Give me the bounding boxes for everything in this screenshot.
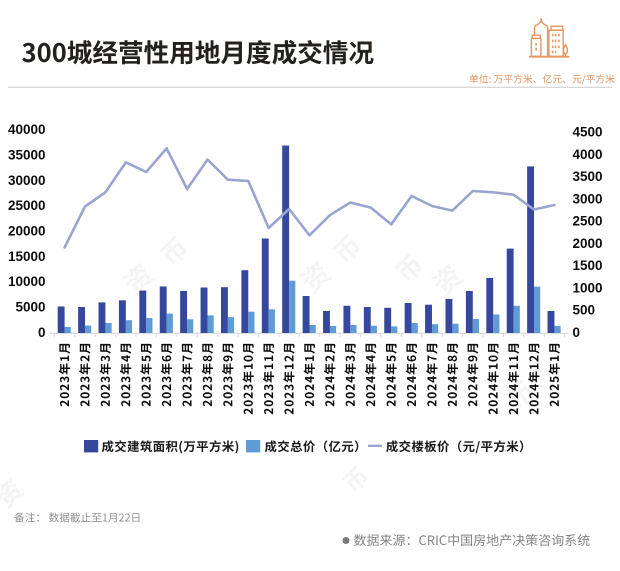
svg-text:4500: 4500 [573,125,603,140]
svg-text:20000: 20000 [8,224,46,239]
svg-text:3000: 3000 [573,191,603,206]
svg-text:0: 0 [573,325,581,340]
svg-text:2000: 2000 [573,236,603,251]
svg-text:3500: 3500 [573,169,603,184]
svg-text:35000: 35000 [8,148,46,163]
svg-text:5000: 5000 [15,300,45,315]
svg-text:30000: 30000 [8,173,46,188]
svg-text:10000: 10000 [8,274,46,289]
svg-text:4000: 4000 [573,147,603,162]
svg-text:500: 500 [573,303,596,318]
svg-text:0: 0 [38,325,46,340]
svg-text:2500: 2500 [573,214,603,229]
svg-text:40000: 40000 [8,122,46,137]
svg-text:1000: 1000 [573,280,603,295]
svg-text:25000: 25000 [8,198,46,213]
svg-text:15000: 15000 [8,249,46,264]
svg-text:1500: 1500 [573,258,603,273]
